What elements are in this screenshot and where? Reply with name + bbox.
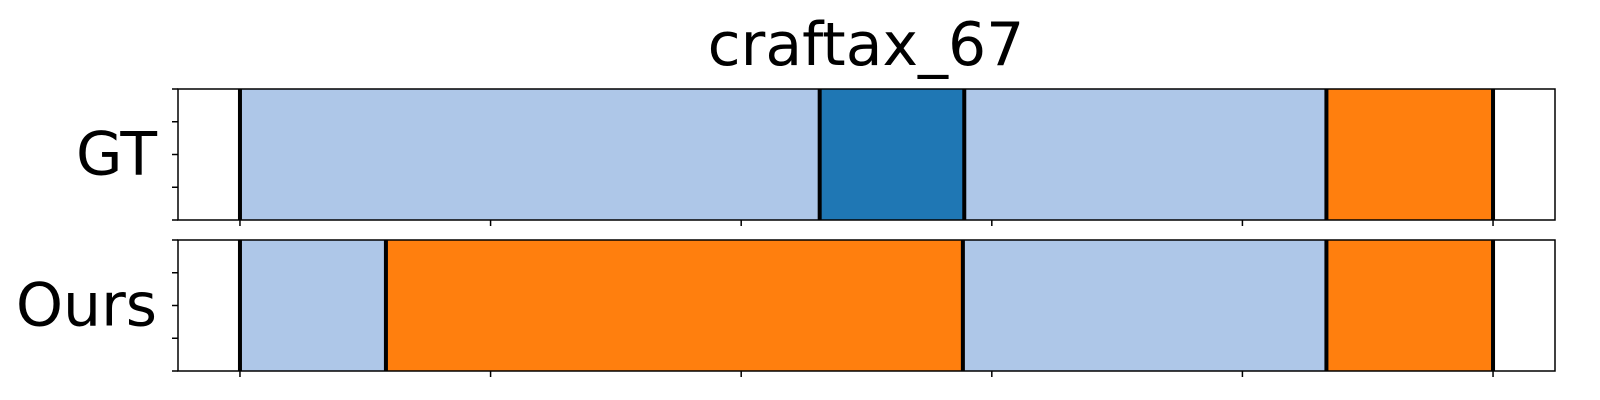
chart-title: craftax_67 [708, 10, 1025, 80]
segment-gt-2 [819, 89, 965, 220]
segment-ours-2 [385, 240, 963, 371]
segment-gt-0 [178, 89, 240, 220]
segment-ours-1 [239, 240, 386, 371]
segment-gt-3 [964, 89, 1327, 220]
row-label-gt: GT [76, 120, 157, 190]
segment-gt-1 [239, 89, 820, 220]
segment-ours-4 [1326, 240, 1494, 371]
segment-ours-5 [1493, 240, 1555, 371]
segment-ours-0 [178, 240, 240, 371]
row-ours: Ours [16, 239, 1556, 377]
segment-ours-3 [962, 240, 1327, 371]
row-label-ours: Ours [16, 271, 157, 341]
segment-gt-5 [1493, 89, 1555, 220]
row-gt: GT [76, 88, 1556, 226]
segment-gt-4 [1326, 89, 1494, 220]
